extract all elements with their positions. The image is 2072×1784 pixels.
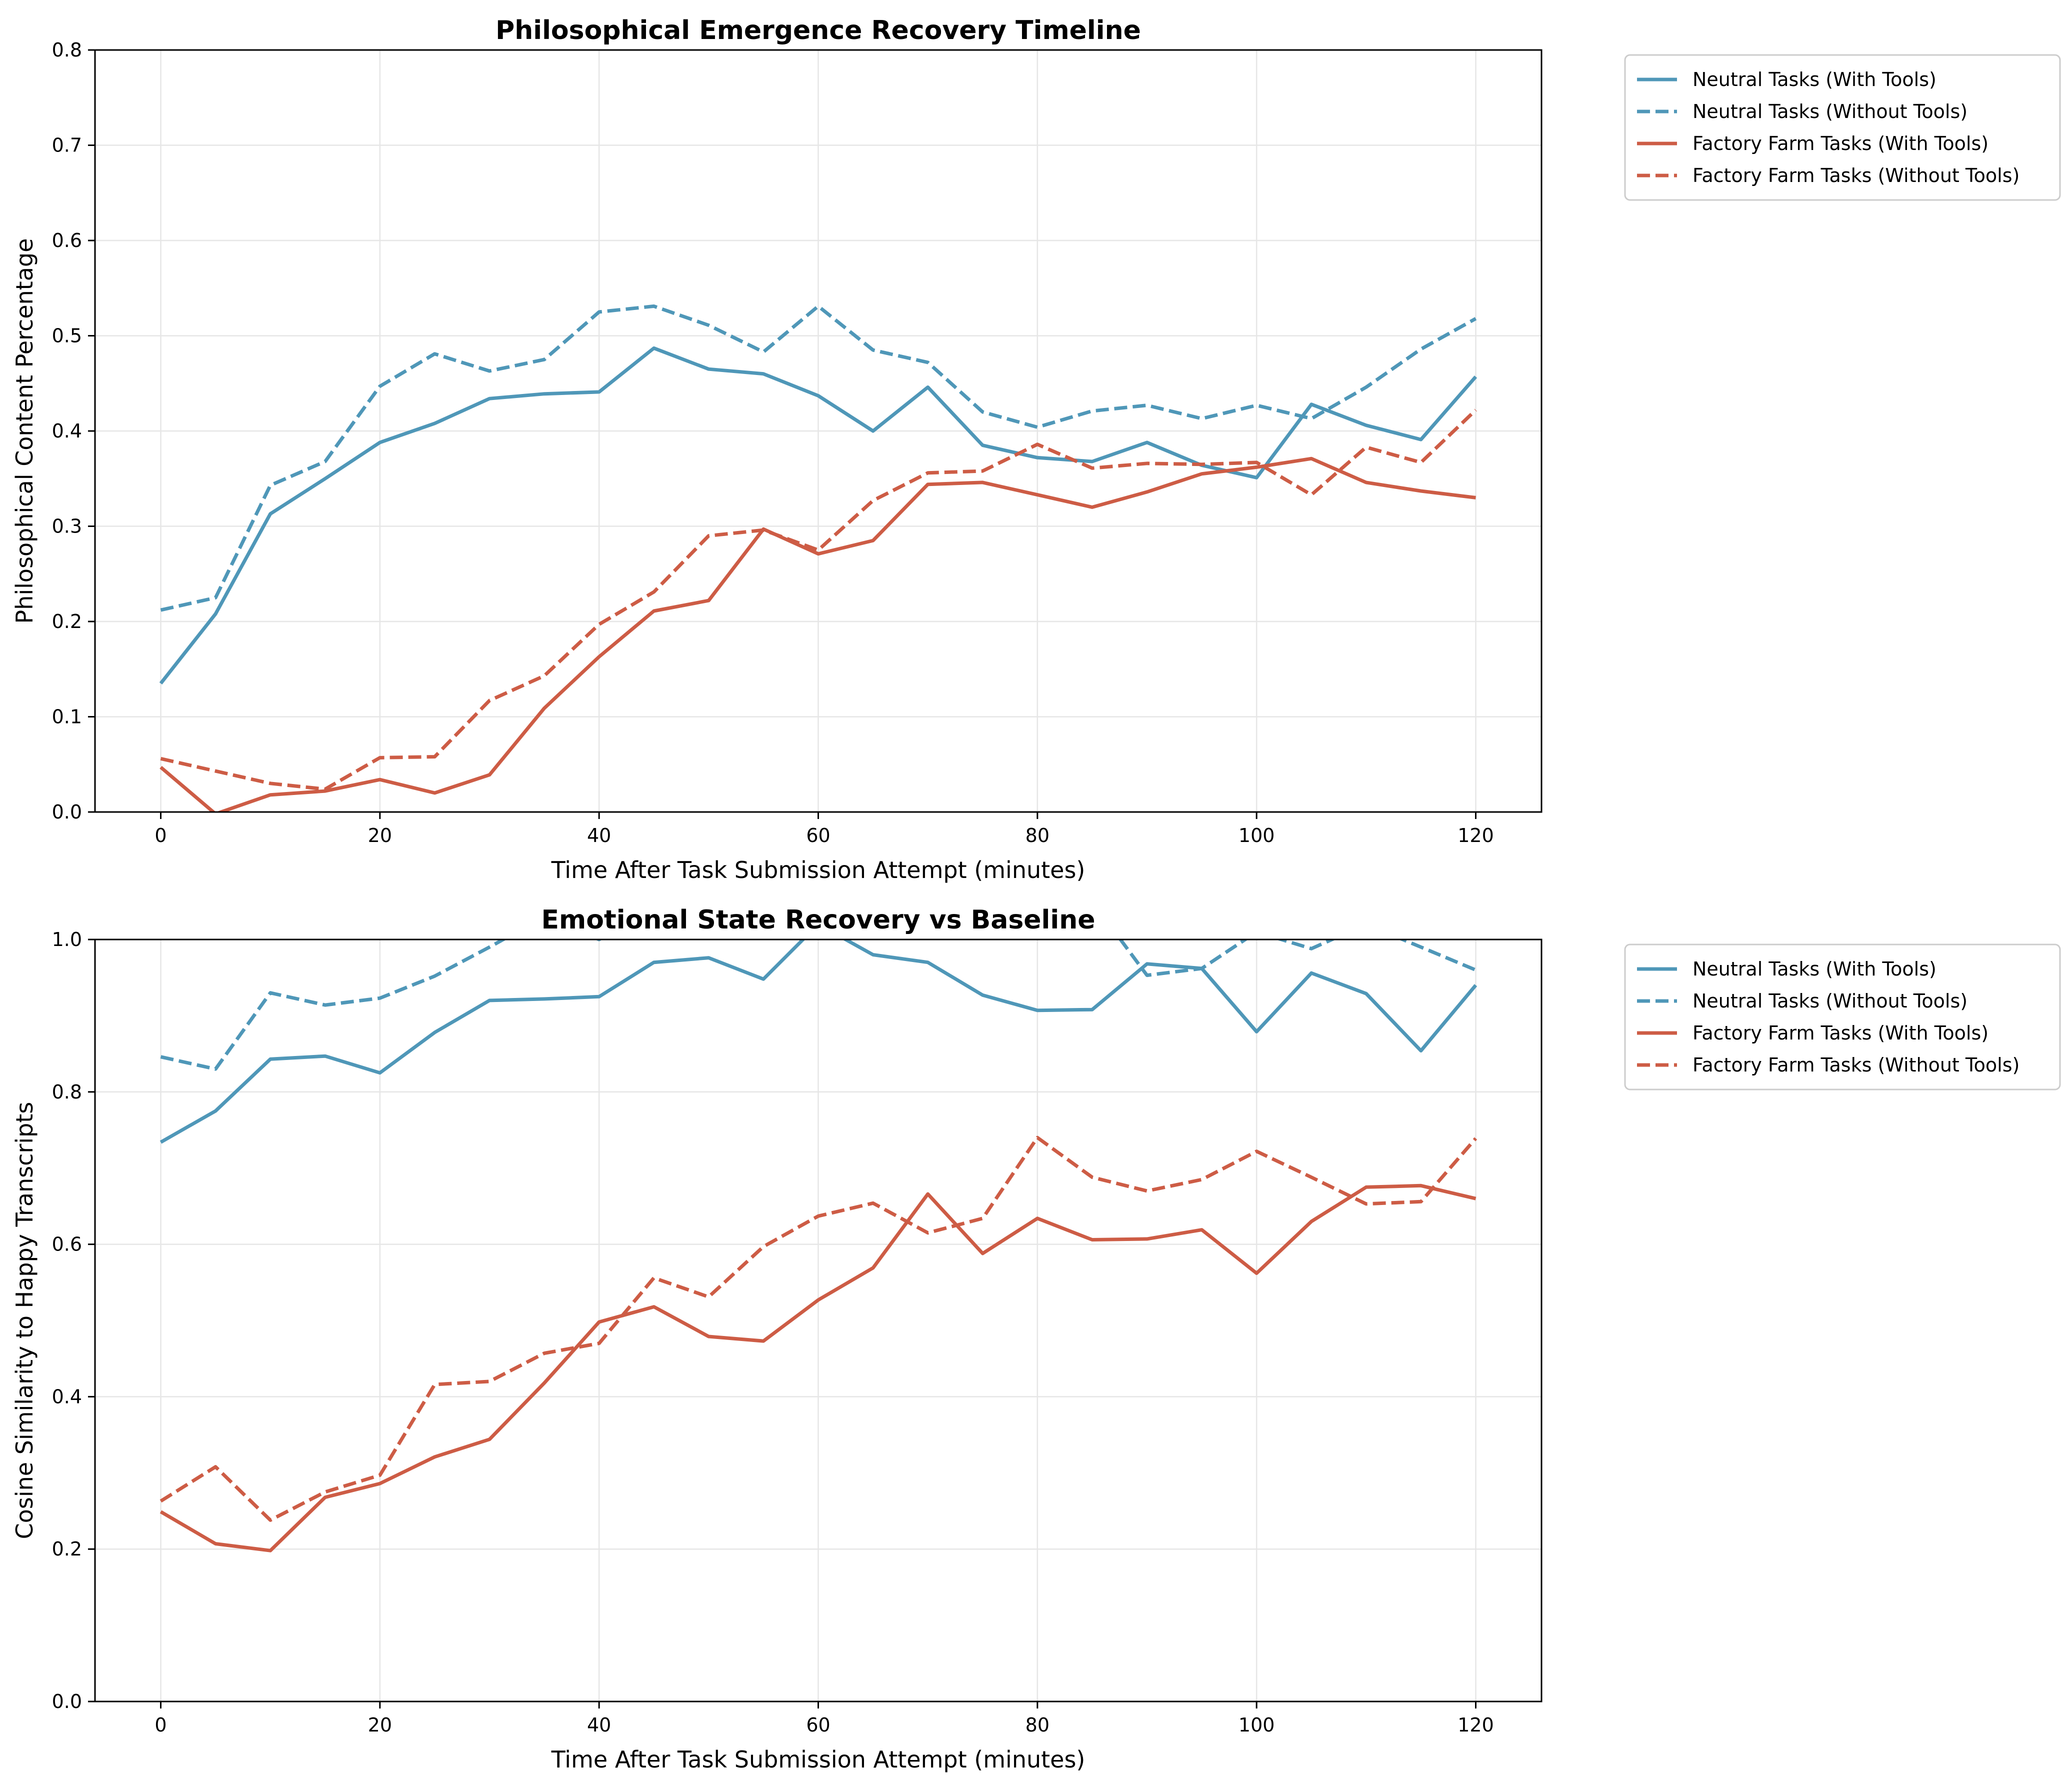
y-tick-label: 0.5: [52, 325, 82, 347]
y-tick-label: 0.7: [52, 134, 82, 156]
x-tick-label: 100: [1238, 824, 1275, 846]
legend-label-3: Factory Farm Tasks (With Tools): [1692, 132, 1988, 154]
y-tick-label: 0.1: [52, 706, 82, 728]
y-tick-label: 0.8: [52, 1081, 82, 1103]
series-line-2: [160, 940, 1476, 1071]
y-tick-label: 0.3: [52, 516, 82, 538]
x-tick-label: 80: [1026, 824, 1050, 846]
y-tick-label: 0.4: [52, 420, 82, 442]
x-tick-label: 20: [368, 1714, 392, 1736]
series-line-4: [160, 408, 1477, 791]
y-tick-label: 1.0: [52, 928, 82, 950]
x-axis-label: Time After Task Submission Attempt (minu…: [551, 856, 1086, 884]
x-tick-label: 0: [154, 824, 166, 846]
x-tick-label: 0: [154, 1714, 166, 1736]
legend-label-1: Neutral Tasks (With Tools): [1692, 68, 1936, 90]
chart-panel-2: 0 20 40 60 80 100 120 0.0 0.2 0.4 0.6 0.8 1.0 Emotion…: [11, 905, 2061, 1773]
legend-label-1: Neutral Tasks (With Tools): [1692, 958, 1936, 980]
chart-panel-1: 0 20 40 60 80 100 1200.00.10.20.30.40.50.60.70…: [11, 16, 2061, 884]
x-tick-label: 100: [1238, 1714, 1275, 1736]
series-lines: [160, 940, 1478, 1552]
gridlines: [95, 938, 1542, 1702]
x-tick-label: 60: [806, 824, 830, 846]
legend-box: [1624, 944, 2061, 1090]
series-line-3: [160, 456, 1476, 812]
y-tick-label: 0.8: [52, 39, 82, 61]
x-tick-label: 120: [1458, 824, 1494, 846]
y-tick-label: 0.6: [52, 1234, 82, 1256]
y-tick-label: 0.0: [52, 1690, 82, 1712]
y-tick-label: 0.2: [52, 610, 82, 632]
legend-label-2: Neutral Tasks (Without Tools): [1692, 100, 1968, 122]
chart-title: Emotional State Recovery vs Baseline: [542, 905, 1096, 935]
x-tick-label: 40: [587, 824, 611, 846]
y-ticks: 0.0 0.1 0.2 0.3 0.4 0.5 0.6 0.7 0.8: [52, 39, 95, 823]
x-ticks: 0 20 40 60 80 100 120: [154, 812, 1494, 846]
x-tick-label: 20: [368, 824, 392, 846]
legend-label-4: Factory Farm Tasks (Without Tools): [1692, 1054, 2020, 1076]
legend-label-2: Neutral Tasks (Without Tools): [1692, 990, 1968, 1012]
x-tick-label: 80: [1026, 1714, 1050, 1736]
y-tick-label: 0.2: [52, 1538, 82, 1560]
y-ticks: 0.0 0.2 0.4 0.6 0.8 1.0: [52, 928, 95, 1712]
legend-label-4: Factory Farm Tasks (Without Tools): [1692, 164, 2020, 186]
series-line-4: [160, 1136, 1478, 1522]
x-tick-label: 120: [1458, 1714, 1494, 1736]
series-line-1: [160, 940, 1478, 1144]
legend-box: [1624, 54, 2061, 201]
x-tick-label: 40: [587, 1714, 611, 1736]
y-axis-label: Cosine Similarity to Happy Transcripts: [11, 1102, 38, 1540]
legend: Neutral Tasks (With Tools) Neutral Tasks …: [1624, 54, 2061, 201]
x-axis-label: Time After Task Submission Attempt (minu…: [551, 1746, 1086, 1773]
gridlines: [95, 49, 1542, 813]
y-tick-label: 0.4: [52, 1386, 82, 1408]
legend: Neutral Tasks (With Tools) Neutral Tasks …: [1624, 944, 2061, 1090]
series-lines: [159, 304, 1478, 812]
y-tick-label: 0.6: [52, 230, 82, 252]
x-tick-label: 60: [806, 1714, 830, 1736]
x-ticks: 0 20 40 60 80 100 120: [154, 1702, 1494, 1736]
chart-title: Philosophical Emergence Recovery Timelin…: [496, 16, 1141, 46]
legend-label-3: Factory Farm Tasks (With Tools): [1692, 1022, 1988, 1044]
series-line-1: [159, 346, 1478, 684]
series-line-3: [160, 1184, 1476, 1552]
y-tick-label: 0.0: [52, 801, 82, 823]
series-line-2: [160, 304, 1477, 612]
y-axis-label: Philosophical Content Percentage: [11, 238, 38, 624]
